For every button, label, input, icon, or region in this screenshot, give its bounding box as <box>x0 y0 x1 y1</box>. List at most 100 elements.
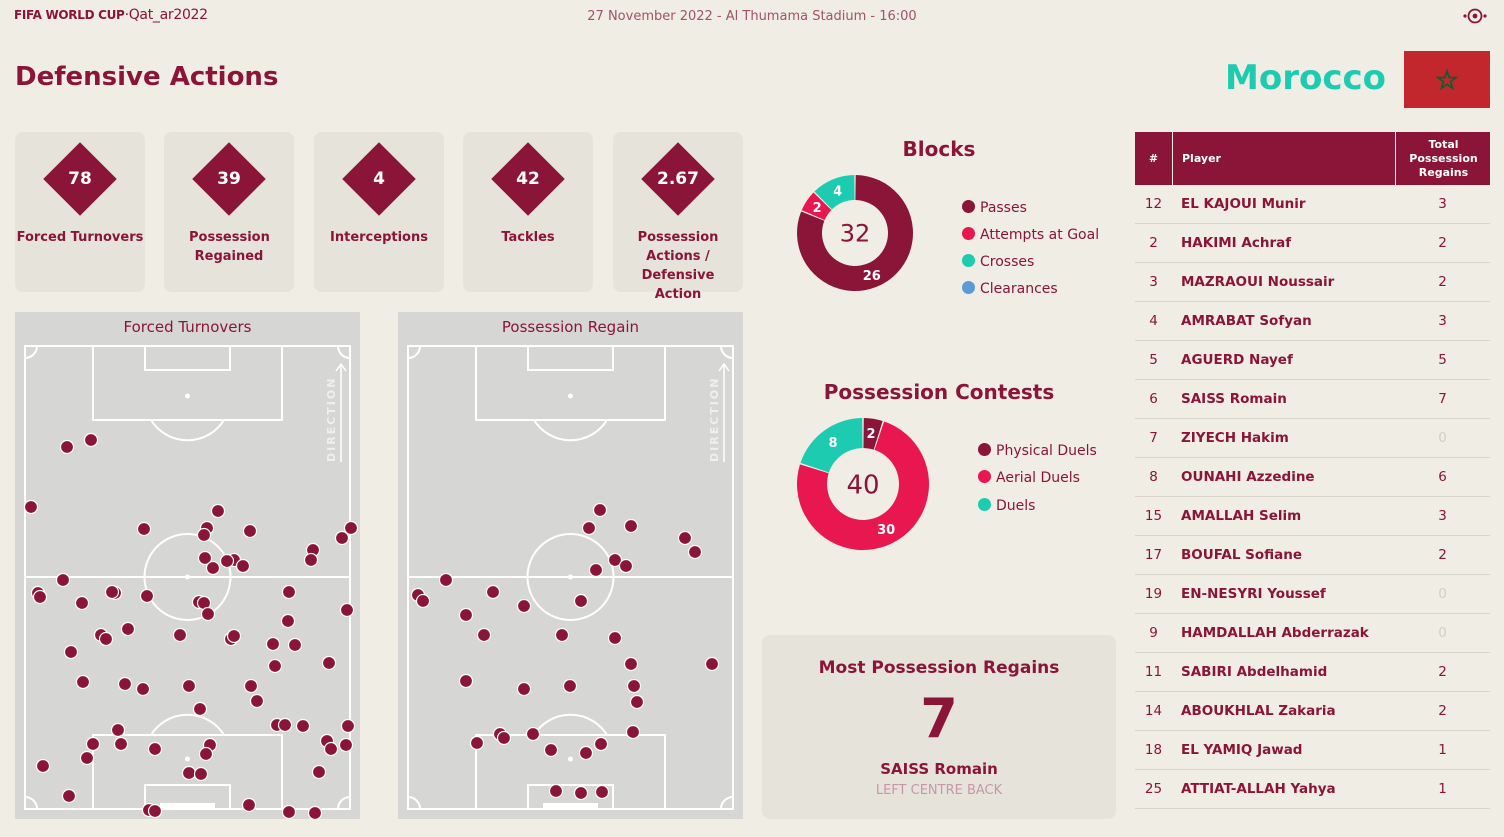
match-info: 27 November 2022 - Al Thumama Stadium - … <box>587 9 917 24</box>
action-dot <box>74 595 90 611</box>
donut-segment-physical-duels <box>863 418 883 450</box>
player-total-regains: 5 <box>1438 352 1447 368</box>
action-dot <box>578 745 594 761</box>
action-dot <box>75 674 91 690</box>
action-dot <box>98 631 114 647</box>
donut-segment-value: 8 <box>828 436 837 451</box>
action-dot <box>548 783 564 799</box>
action-dot <box>59 439 75 455</box>
action-dot <box>197 550 213 566</box>
legend-swatch <box>978 443 991 456</box>
page-title: Defensive Actions <box>15 62 279 92</box>
player-number: 8 <box>1149 469 1158 485</box>
action-dot <box>543 742 559 758</box>
action-dot <box>139 588 155 604</box>
action-dot <box>281 804 297 819</box>
pitch-markings <box>24 345 351 810</box>
player-name: HAKIMI Achraf <box>1181 235 1292 251</box>
player-total-regains: 1 <box>1438 742 1447 758</box>
stat-card-possession-regained: 39 Possession Regained <box>164 132 294 292</box>
brand-text: FIFA WORLD CUP <box>14 8 125 22</box>
action-dot <box>338 737 354 753</box>
player-name: SAISS Romain <box>1181 391 1287 407</box>
action-dot <box>311 764 327 780</box>
legend-label: Duels <box>996 498 1036 514</box>
player-name: ATTIAT-ALLAH Yahya <box>1181 781 1336 797</box>
stat-value: 39 <box>217 169 241 189</box>
legend-passes: Passes <box>962 200 1027 216</box>
possession-contests-chart-title: Possession Contests <box>823 380 1055 404</box>
action-dot <box>104 584 120 600</box>
action-dot <box>61 788 77 804</box>
player-number: 19 <box>1144 586 1163 602</box>
player-total-regains: 3 <box>1438 313 1447 329</box>
table-row: 19 EN-NESYRI Youssef 0 <box>1135 575 1490 614</box>
action-dot <box>249 693 265 709</box>
player-number: 17 <box>1144 547 1163 563</box>
action-dot <box>113 736 129 752</box>
action-dot <box>593 736 609 752</box>
table-row: 18 EL YAMIQ Jawad 1 <box>1135 731 1490 770</box>
legend-aerial-duels: Aerial Duels <box>978 470 1080 486</box>
action-dot <box>192 701 208 717</box>
player-number: 18 <box>1144 742 1163 758</box>
donut-segment-attempts-at-goal <box>801 192 832 221</box>
player-number: 6 <box>1149 391 1158 407</box>
action-dot <box>196 527 212 543</box>
action-dot <box>340 718 356 734</box>
donut-segment-value: 2 <box>813 201 822 216</box>
stat-value: 4 <box>373 169 385 189</box>
action-dot <box>476 627 492 643</box>
action-dot <box>677 530 693 546</box>
legend-duels: Duels <box>978 498 1035 514</box>
action-dot <box>438 572 454 588</box>
action-dot <box>110 722 126 738</box>
action-dot <box>687 544 703 560</box>
table-row: 12 EL KAJOUI Munir 3 <box>1135 185 1490 224</box>
donut-segment-value: 2 <box>866 427 875 442</box>
donut-segment-passes <box>797 175 913 291</box>
table-row: 6 SAISS Romain 7 <box>1135 380 1490 419</box>
action-dot <box>339 602 355 618</box>
action-dot <box>588 562 604 578</box>
team-name: Morocco <box>1225 58 1386 98</box>
player-number: 5 <box>1149 352 1158 368</box>
legend-clearances: Clearances <box>962 281 1058 297</box>
table-row: 25 ATTIAT-ALLAH Yahya 1 <box>1135 770 1490 809</box>
action-dot <box>516 598 532 614</box>
action-dot <box>117 676 133 692</box>
legend-swatch <box>962 254 975 267</box>
action-dot <box>243 678 259 694</box>
regains-player-position: LEFT CENTRE BACK <box>875 783 1003 798</box>
action-dot <box>83 432 99 448</box>
legend-label: Clearances <box>980 281 1058 297</box>
player-number: 9 <box>1149 625 1158 641</box>
pitch-title: Possession Regain <box>501 318 640 336</box>
action-dot <box>136 521 152 537</box>
header-number: # <box>1148 152 1159 165</box>
football-menu-icon[interactable] <box>1462 6 1488 26</box>
action-dot <box>205 560 221 576</box>
player-total-regains: 7 <box>1438 391 1447 407</box>
direction-label: DIRECTION <box>325 377 338 462</box>
table-row: 8 OUNAHI Azzedine 6 <box>1135 458 1490 497</box>
most-possession-regains-card: Most Possession Regains 7 SAISS Romain L… <box>762 635 1116 819</box>
legend-swatch <box>978 498 991 511</box>
action-dot <box>334 530 350 546</box>
player-total-regains: 3 <box>1438 508 1447 524</box>
direction-arrow-icon <box>335 362 347 462</box>
pitch-possession-regain: DIRECTION <box>407 345 734 810</box>
action-dot <box>704 656 720 672</box>
stat-card-interceptions: 4 Interceptions <box>314 132 444 292</box>
table-row: 11 SABIRI Abdelhamid 2 <box>1135 653 1490 692</box>
action-dot <box>79 750 95 766</box>
action-dot <box>226 628 242 644</box>
player-number: 25 <box>1144 781 1163 797</box>
action-dot <box>573 785 589 801</box>
action-dot <box>147 741 163 757</box>
player-table: # Player Total Possession Regains 12 EL K… <box>1135 132 1490 809</box>
action-dot <box>343 520 359 536</box>
stat-label: Possession Regained <box>189 230 270 264</box>
player-number: 15 <box>1144 508 1163 524</box>
table-row: 9 HAMDALLAH Abderrazak 0 <box>1135 614 1490 653</box>
